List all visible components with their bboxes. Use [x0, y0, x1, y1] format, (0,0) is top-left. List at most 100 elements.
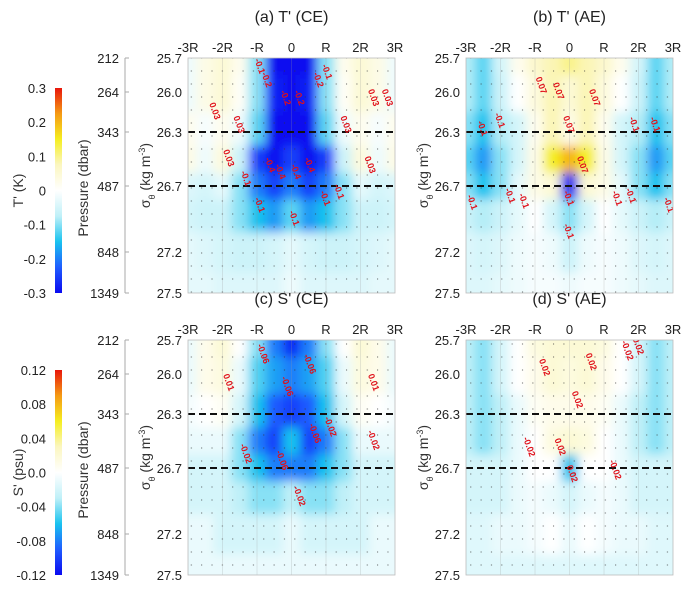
plot-frame — [465, 57, 674, 294]
x-tick-label: R — [321, 40, 330, 55]
contour-label: -0.1 — [648, 115, 663, 133]
panel-c: -0.06-0.06-0.060.01 0.01-0.06 -0.02-0.02 -0… — [10, 291, 404, 583]
x-tick-label: -3R — [178, 322, 199, 337]
contour-label: -0.1 — [318, 189, 333, 207]
contour-label: -0.1 — [503, 187, 518, 205]
sigma-tick-label: 27.2 — [157, 245, 182, 260]
colorbar — [55, 370, 62, 575]
heatmap: 0.02 0.020.02-0.02-0.02 0.020.02 -0.02-0.02 — [466, 340, 673, 575]
contour-label: -0.1 — [627, 115, 642, 133]
x-tick-label: 3R — [387, 322, 404, 337]
contour-label: -0.1 — [239, 169, 254, 187]
pressure-tick-label: 212 — [97, 333, 119, 348]
colorbar-tick-label: -0.12 — [16, 568, 46, 583]
contour-label: -0.1 — [624, 187, 639, 205]
panel-b: 0.07 0.07 0.070.070.07-0.1 -0.1 -0.1 -0.1-0.1… — [415, 9, 682, 301]
pressure-tick-label: 487 — [97, 179, 119, 194]
x-tick-label: 2R — [352, 322, 369, 337]
sigma-axis-label-part: -3 — [137, 430, 147, 438]
sigma-tick-label: 25.7 — [157, 51, 182, 66]
sigma-tick-label: 26.7 — [157, 179, 182, 194]
sigma-tick-label: 25.7 — [157, 333, 182, 348]
x-tick-label: 0 — [566, 322, 573, 337]
colorbar-tick-label: 0 — [39, 184, 46, 199]
pressure-axis-label: Pressure (dbar) — [75, 421, 91, 518]
panel-title: (d) S' (AE) — [532, 291, 606, 308]
contour-label: -0.1 — [562, 222, 577, 240]
sigma-tick-label: 26.3 — [435, 407, 460, 422]
contour-label: -0.1 — [320, 63, 335, 81]
x-tick-label: -2R — [212, 322, 233, 337]
colorbar-tick-label: 0.0 — [28, 466, 46, 481]
panel-a: -0.1-0.2-0.2 -0.2-0.2-0.10.030.030.030.03… — [10, 9, 404, 301]
x-tick-label: R — [599, 40, 608, 55]
x-tick-label: 2R — [630, 322, 647, 337]
sigma-axis-label: σθ (kg m-3) — [415, 425, 435, 490]
colorbar-tick-label: -0.3 — [24, 286, 46, 301]
sigma-tick-label: 26.0 — [435, 85, 460, 100]
sigma-tick-label: 26.3 — [157, 125, 182, 140]
colorbar-tick-label: 0.2 — [28, 115, 46, 130]
sigma-axis-label-part: (kg m — [415, 438, 431, 477]
colorbar-tick-label: -0.1 — [24, 218, 46, 233]
sigma-axis-label-part: θ — [147, 476, 157, 481]
sigma-axis-label-part: -3 — [415, 430, 425, 438]
sigma-axis-label-part: (kg m — [137, 438, 153, 477]
colorbar-tick-label: 0.3 — [28, 81, 46, 96]
pressure-tick-label: 264 — [97, 85, 119, 100]
x-tick-label: -3R — [456, 322, 477, 337]
x-tick-label: 2R — [352, 40, 369, 55]
sigma-axis-label-part: ) — [415, 425, 431, 430]
sigma-tick-label: 26.0 — [435, 367, 460, 382]
contour-label: -0.2 — [278, 89, 293, 107]
sigma-axis-label-part: σ — [415, 199, 431, 208]
x-tick-label: 3R — [665, 40, 682, 55]
sigma-axis-label-part: σ — [137, 199, 153, 208]
sigma-tick-label: 27.2 — [435, 527, 460, 542]
x-tick-label: 0 — [288, 322, 295, 337]
sigma-axis-label-part: σ — [137, 481, 153, 490]
x-tick-label: 3R — [387, 40, 404, 55]
x-tick-label: 2R — [630, 40, 647, 55]
pressure-tick-label: 343 — [97, 407, 119, 422]
sigma-tick-label: 26.3 — [435, 125, 460, 140]
contour-label: -0.1 — [332, 183, 347, 201]
colorbar-tick-label: 0.04 — [21, 431, 46, 446]
colorbar-label: T' (K) — [10, 174, 26, 208]
colorbar-tick-label: 0.08 — [21, 397, 46, 412]
pressure-tick-label: 343 — [97, 125, 119, 140]
sigma-axis-label-part: θ — [425, 194, 435, 199]
sigma-tick-label: 26.7 — [435, 461, 460, 476]
x-tick-label: 0 — [288, 40, 295, 55]
sigma-tick-label: 26.7 — [157, 461, 182, 476]
contour-label: -0.1 — [562, 189, 577, 207]
sigma-axis-label-part: -3 — [137, 148, 147, 156]
sigma-tick-label: 25.7 — [435, 51, 460, 66]
x-tick-label: 3R — [665, 322, 682, 337]
sigma-axis-label-part: ) — [137, 425, 153, 430]
colorbar-tick-label: 0.1 — [28, 149, 46, 164]
contour-label: -0.1 — [475, 119, 490, 137]
sigma-tick-label: 26.3 — [157, 407, 182, 422]
contour-label: -0.1 — [287, 209, 302, 227]
x-tick-label: -R — [528, 322, 542, 337]
sigma-axis-label: σθ (kg m-3) — [137, 143, 157, 208]
x-tick-label: -2R — [490, 322, 511, 337]
sigma-axis-label-part: -3 — [415, 148, 425, 156]
sigma-tick-label: 27.2 — [157, 527, 182, 542]
contour-label: -0.1 — [493, 111, 508, 129]
colorbar-tick-label: 0.12 — [21, 363, 46, 378]
sigma-axis-label-part: (kg m — [415, 156, 431, 195]
panel-title: (b) T' (AE) — [533, 9, 606, 26]
panel-d: 0.02 0.020.02-0.02-0.02 0.020.02 -0.02-0.02… — [415, 291, 682, 583]
sigma-axis-label-part: θ — [425, 476, 435, 481]
pressure-tick-label: 264 — [97, 367, 119, 382]
pressure-tick-label: 848 — [97, 245, 119, 260]
pressure-axis-label: Pressure (dbar) — [75, 139, 91, 236]
contour-label: -0.4 — [273, 162, 288, 180]
x-tick-label: 0 — [566, 40, 573, 55]
x-tick-label: -2R — [212, 40, 233, 55]
plot-frame — [187, 57, 396, 294]
colorbar — [55, 88, 62, 293]
